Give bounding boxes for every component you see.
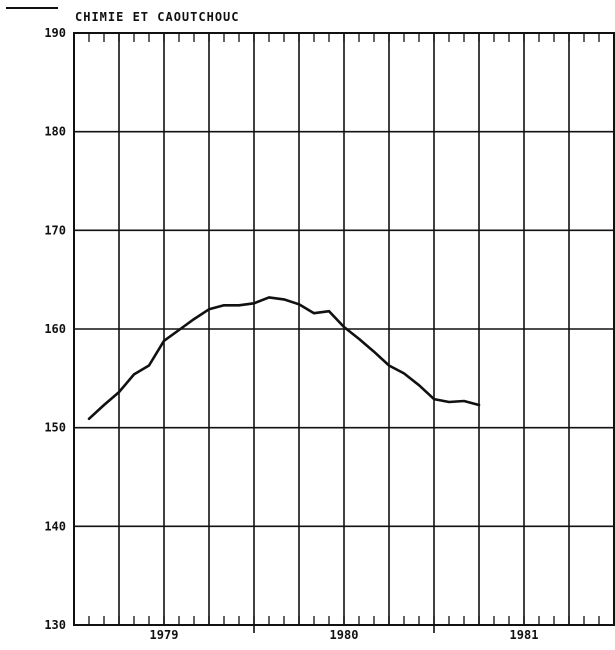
data-point xyxy=(208,308,210,311)
y-tick-label: 150 xyxy=(44,421,66,435)
data-point xyxy=(178,329,180,331)
data-point xyxy=(418,384,420,387)
data-point xyxy=(223,304,225,307)
data-point xyxy=(313,312,315,315)
y-tick-label: 160 xyxy=(44,322,66,336)
data-point xyxy=(328,310,330,313)
data-point xyxy=(88,417,90,420)
series-label: CHIMIE ET CAOUTCHOUC xyxy=(75,10,240,24)
data-point xyxy=(373,350,375,353)
x-year-label: 1981 xyxy=(510,628,539,642)
plot-frame xyxy=(73,32,615,626)
data-point xyxy=(283,298,285,301)
data-point xyxy=(103,404,105,406)
data-point xyxy=(253,302,255,305)
y-tick-label: 140 xyxy=(44,519,66,533)
data-point xyxy=(133,373,135,376)
data-point xyxy=(268,296,270,299)
y-tick-label: 130 xyxy=(44,618,66,632)
data-point xyxy=(463,400,465,402)
data-point xyxy=(238,304,240,307)
legend-line-swatch xyxy=(6,7,58,9)
data-point xyxy=(343,326,345,328)
y-tick-label: 190 xyxy=(44,26,66,40)
data-point xyxy=(433,398,435,400)
data-point xyxy=(148,364,150,367)
data-point xyxy=(448,401,450,403)
data-point xyxy=(403,372,405,375)
data-point xyxy=(298,303,300,306)
data-point xyxy=(358,338,360,340)
data-point xyxy=(163,340,165,342)
data-point xyxy=(388,364,390,367)
series-line xyxy=(87,296,481,421)
y-tick-label: 180 xyxy=(44,125,66,139)
x-year-label: 1979 xyxy=(150,628,179,642)
data-point xyxy=(118,391,120,393)
x-year-label: 1980 xyxy=(330,628,359,642)
y-tick-label: 170 xyxy=(44,223,66,237)
data-point xyxy=(478,404,480,406)
data-point xyxy=(193,318,195,320)
